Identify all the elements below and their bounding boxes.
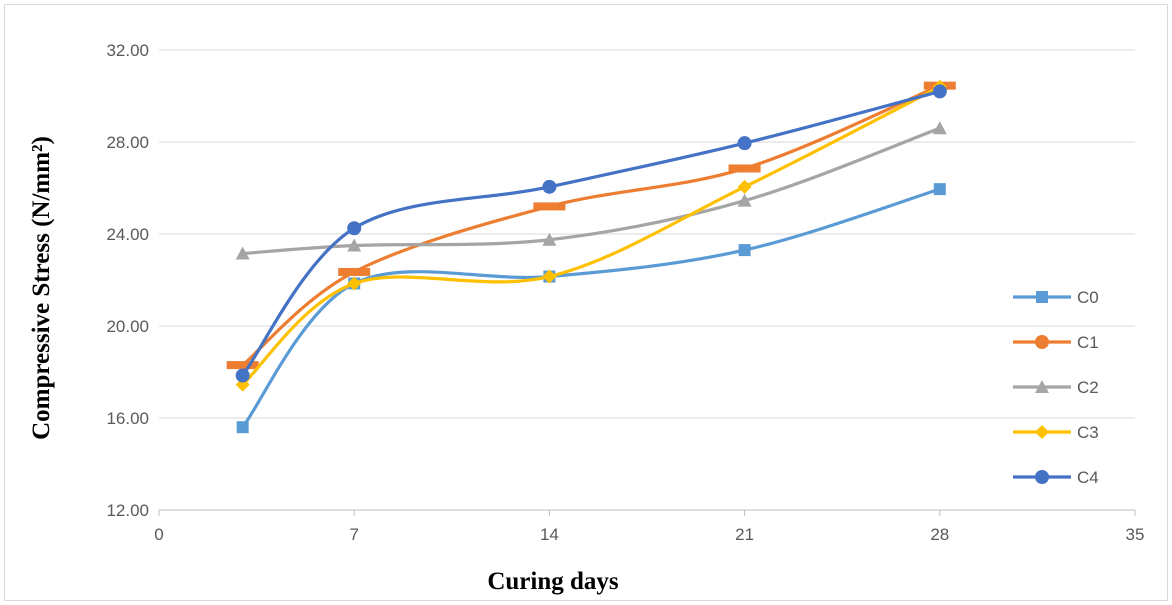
y-tick-label: 28.00	[106, 133, 149, 152]
legend-label: C0	[1077, 288, 1099, 307]
data-point	[542, 232, 557, 246]
data-point	[347, 276, 362, 291]
x-tick-label: 28	[930, 525, 949, 544]
data-point	[738, 244, 751, 257]
legend-marker	[1035, 425, 1049, 439]
series-line	[241, 126, 942, 256]
legend-item-c1: C1	[1013, 333, 1099, 352]
data-point	[737, 193, 752, 207]
x-tick-label: 0	[154, 525, 163, 544]
line-chart: 12.00 16.00 20.00 24.00 28.00 32.00 0 7 14 21 28 35…	[28, 41, 1144, 595]
legend: C0 C1 C2 C3 C4	[1013, 288, 1099, 487]
data-point	[226, 361, 259, 370]
y-tick-label: 24.00	[106, 225, 149, 244]
axes: 12.00 16.00 20.00 24.00 28.00 32.00 0 7 14 21 28 35	[106, 41, 1144, 544]
x-tick-label: 21	[735, 525, 754, 544]
legend-label: C3	[1077, 423, 1099, 442]
gridlines	[159, 49, 1135, 419]
legend-label: C2	[1077, 378, 1099, 397]
series-c4	[235, 84, 947, 383]
x-tick-label: 14	[540, 525, 559, 544]
legend-item-c4: C4	[1013, 468, 1099, 487]
series-line	[241, 187, 942, 429]
data-point	[932, 84, 947, 99]
x-tick-label: 35	[1126, 525, 1145, 544]
legend-item-c0: C0	[1013, 288, 1099, 307]
chart-frame: 12.00 16.00 20.00 24.00 28.00 32.00 0 7 14 21 28 35…	[4, 4, 1168, 601]
data-point	[347, 221, 362, 236]
data-point	[236, 421, 249, 434]
legend-marker	[1035, 335, 1049, 349]
legend-label: C4	[1077, 468, 1099, 487]
y-tick-label: 32.00	[106, 41, 149, 60]
series-c0	[236, 183, 946, 434]
series-c2	[235, 121, 947, 260]
series-layer	[226, 79, 956, 434]
data-point	[737, 136, 752, 151]
data-point	[235, 246, 250, 260]
legend-marker	[1036, 291, 1048, 303]
x-axis-title: Curing days	[487, 568, 619, 595]
legend-item-c2: C2	[1013, 378, 1099, 397]
legend-item-c3: C3	[1013, 423, 1099, 442]
legend-label: C1	[1077, 333, 1099, 352]
data-point	[533, 202, 566, 211]
data-point	[728, 164, 761, 173]
y-tick-label: 16.00	[106, 409, 149, 428]
legend-marker	[1035, 380, 1049, 393]
data-point	[235, 368, 250, 383]
data-point	[338, 267, 371, 276]
data-point	[933, 183, 946, 196]
legend-marker	[1035, 470, 1049, 484]
y-tick-label: 12.00	[106, 501, 149, 520]
x-tick-label: 7	[349, 525, 358, 544]
data-point	[932, 121, 947, 135]
series-c3	[235, 79, 947, 392]
data-point	[347, 238, 362, 252]
data-point	[737, 179, 752, 194]
data-point	[542, 179, 557, 194]
y-tick-label: 20.00	[106, 317, 149, 336]
data-point	[542, 269, 557, 284]
y-axis-title: Compressive Stress (N/mm²)	[28, 136, 55, 440]
